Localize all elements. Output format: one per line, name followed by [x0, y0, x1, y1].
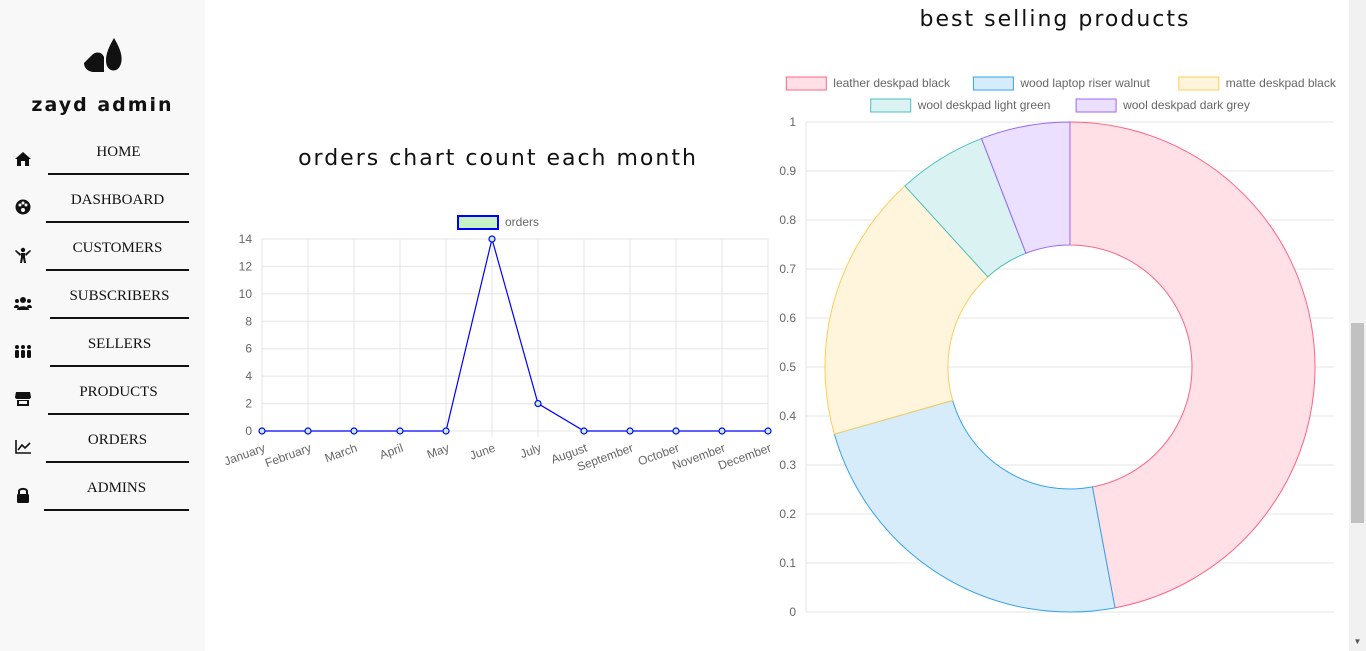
legend-swatch	[1076, 99, 1116, 112]
data-point	[581, 428, 587, 434]
users-icon	[14, 294, 32, 312]
y-tick-label: 0	[245, 424, 252, 438]
y-tick-label: 0.4	[779, 409, 796, 423]
sidebar-item-subscribers[interactable]: SUBSCRIBERS	[0, 280, 205, 328]
data-point	[443, 428, 449, 434]
y-tick-label: 0.8	[779, 213, 796, 227]
legend-label: orders	[505, 215, 539, 229]
nav-divider	[48, 173, 189, 175]
y-tick-label: 0	[789, 605, 796, 619]
person-icon	[14, 246, 32, 264]
products-chart-title: best selling products	[840, 7, 1270, 32]
sidebar-item-label: HOME	[48, 144, 189, 161]
sidebar-item-label: SUBSCRIBERS	[50, 288, 189, 305]
x-tick-label: February	[263, 441, 313, 471]
series-line	[262, 239, 768, 431]
orders-chart-title: orders chart count each month	[260, 146, 736, 171]
y-tick-label: 8	[245, 314, 252, 328]
legend-swatch	[786, 77, 826, 90]
y-tick-label: 0.6	[779, 311, 796, 325]
legend-label: matte deskpad black	[1226, 76, 1337, 90]
nav-divider	[46, 269, 189, 271]
nav-divider	[44, 509, 189, 511]
x-tick-label: March	[323, 441, 359, 466]
sidebar-item-label: CUSTOMERS	[46, 240, 189, 257]
doughnut-slice	[1070, 122, 1315, 608]
data-point	[535, 401, 541, 407]
store-icon	[14, 390, 32, 408]
nav-divider	[50, 365, 189, 367]
data-point	[397, 428, 403, 434]
sidebar-item-label: DASHBOARD	[46, 192, 189, 209]
legend-swatch	[1179, 77, 1219, 90]
legend-swatch	[458, 216, 498, 229]
sidebar-item-dashboard[interactable]: DASHBOARD	[0, 184, 205, 232]
sidebar-item-label: SELLERS	[50, 336, 189, 353]
legend-label: wool deskpad light green	[917, 98, 1051, 112]
scroll-down-arrow-icon[interactable]: ▼	[1351, 636, 1364, 648]
lock-icon	[14, 486, 32, 504]
y-tick-label: 0.3	[779, 458, 796, 472]
x-tick-label: June	[468, 441, 498, 463]
legend-swatch	[973, 77, 1013, 90]
nav-divider	[46, 221, 189, 223]
sidebar-nav: HOME DASHBOARD CUSTOMERS SUBSCRIBERS	[0, 136, 205, 520]
doughnut-slice	[834, 400, 1115, 612]
leaf-logo-icon	[82, 36, 124, 74]
data-point	[305, 428, 311, 434]
data-point	[673, 428, 679, 434]
people-group-icon	[14, 342, 32, 360]
nav-divider	[48, 413, 189, 415]
data-point	[489, 236, 495, 242]
data-point	[719, 428, 725, 434]
nav-divider	[46, 461, 189, 463]
legend-label: wool deskpad dark grey	[1122, 98, 1250, 112]
y-tick-label: 10	[239, 287, 253, 301]
y-tick-label: 4	[245, 369, 252, 383]
y-tick-label: 0.7	[779, 262, 796, 276]
sidebar-item-products[interactable]: PRODUCTS	[0, 376, 205, 424]
sidebar-item-label: PRODUCTS	[48, 384, 189, 401]
sidebar-item-sellers[interactable]: SELLERS	[0, 328, 205, 376]
data-point	[259, 428, 265, 434]
data-point	[351, 428, 357, 434]
y-tick-label: 2	[245, 397, 252, 411]
data-point	[627, 428, 633, 434]
sidebar-item-label: ORDERS	[46, 432, 189, 449]
palette-icon	[14, 198, 32, 216]
home-icon	[14, 150, 32, 168]
sidebar-item-orders[interactable]: ORDERS	[0, 424, 205, 472]
x-tick-label: April	[378, 441, 405, 462]
y-tick-label: 14	[239, 232, 253, 246]
nav-divider	[50, 317, 189, 319]
sidebar-item-customers[interactable]: CUSTOMERS	[0, 232, 205, 280]
y-tick-label: 12	[239, 259, 253, 273]
y-tick-label: 0.1	[779, 556, 796, 570]
x-tick-label: January	[222, 441, 267, 469]
sidebar-item-admins[interactable]: ADMINS	[0, 472, 205, 520]
y-tick-label: 0.2	[779, 507, 796, 521]
y-tick-label: 0.5	[779, 360, 796, 374]
brand-name: zayd admin	[0, 94, 205, 116]
legend-swatch	[871, 99, 911, 112]
y-tick-label: 6	[245, 342, 252, 356]
y-tick-label: 1	[789, 115, 796, 129]
sidebar-item-label: ADMINS	[44, 480, 189, 497]
scrollbar-thumb[interactable]	[1351, 323, 1364, 523]
sidebar-item-home[interactable]: HOME	[0, 136, 205, 184]
x-tick-label: December	[716, 441, 773, 473]
x-tick-label: May	[425, 441, 451, 462]
chart-line-icon	[14, 438, 32, 456]
legend-label: wood laptop riser walnut	[1019, 76, 1150, 90]
legend-label: leather deskpad black	[833, 76, 951, 90]
sidebar: zayd admin HOME DASHBOARD CUSTOMERS	[0, 0, 205, 651]
x-tick-label: July	[518, 441, 543, 461]
products-doughnut-chart: 0 0.1 0.2 0.3 0.4 0.5 0.6 0.7 0.8 0.9 1 leather des…	[770, 66, 1348, 626]
y-tick-label: 0.9	[779, 164, 796, 178]
